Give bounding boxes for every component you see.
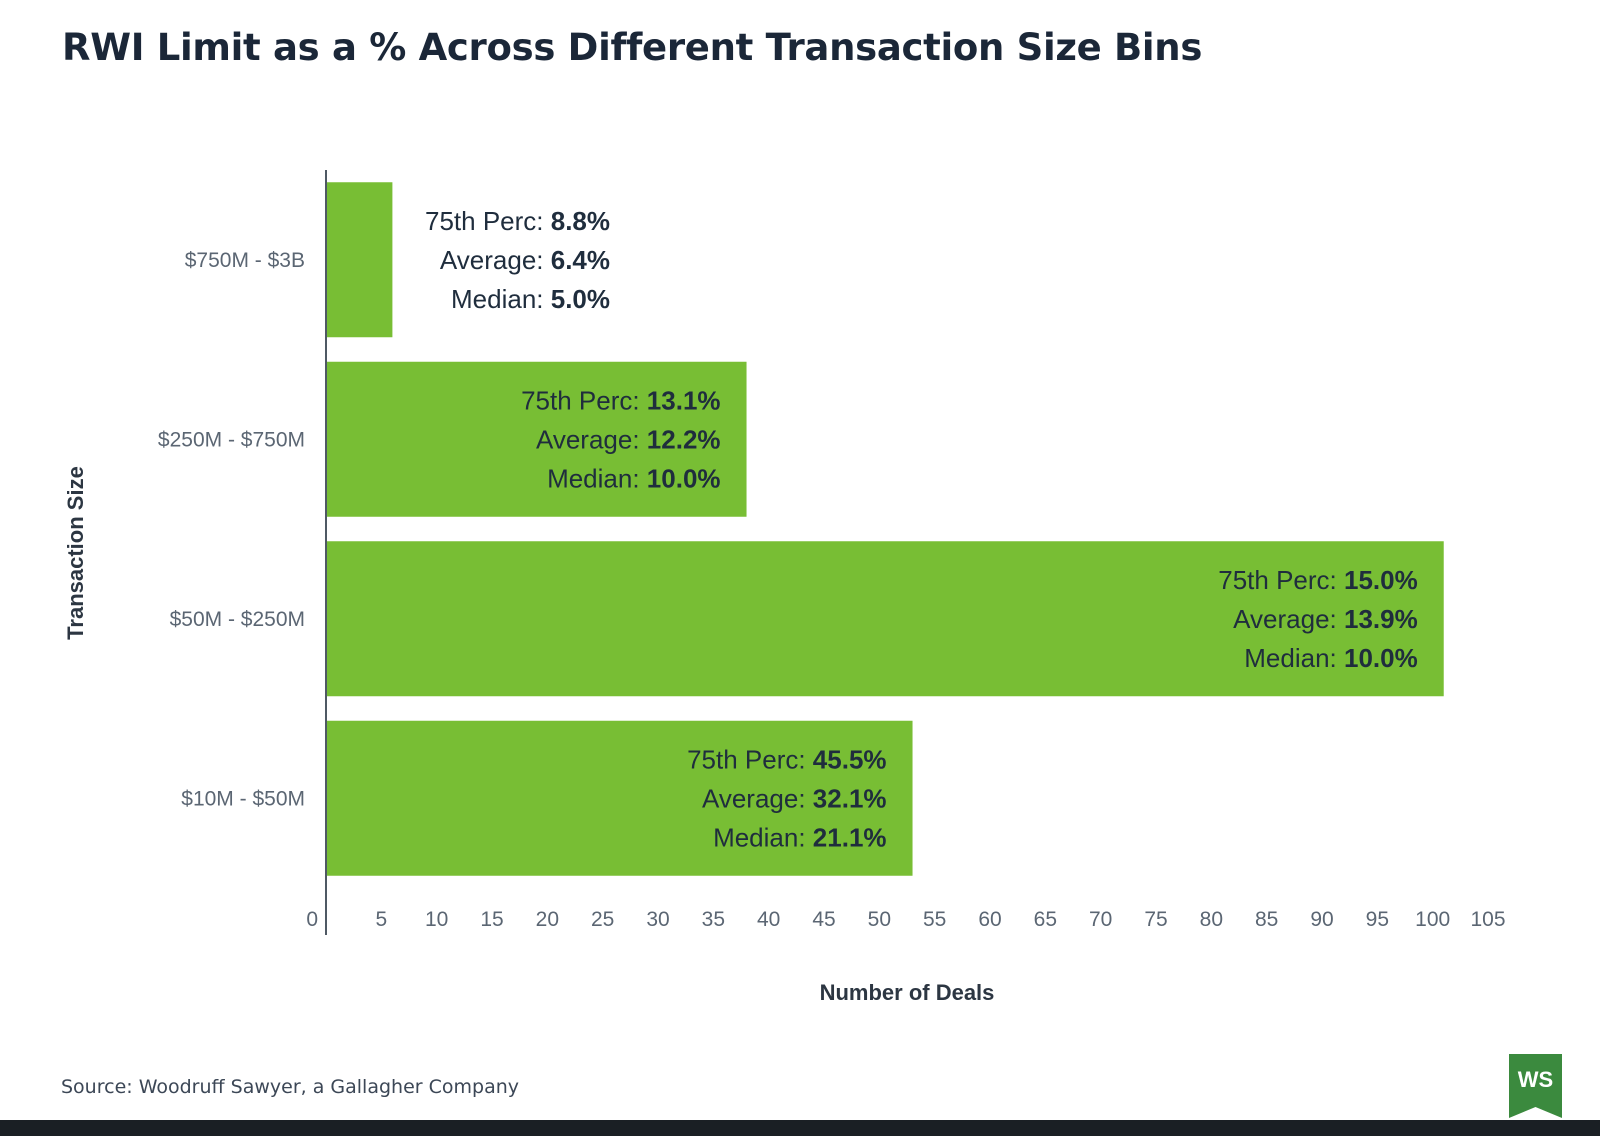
bar [326, 182, 393, 338]
annotation-perc75-value: 15.0% [1344, 565, 1418, 595]
y-axis-title: Transaction Size [63, 466, 88, 640]
annotation-average-value: 13.9% [1344, 604, 1418, 634]
annotation-average: Average: 6.4% [440, 245, 610, 275]
x-tick-label: 45 [812, 908, 835, 931]
annotation-average-label: Average: [702, 783, 813, 813]
x-tick-label: 100 [1415, 908, 1450, 931]
annotation-perc75: 75th Perc: 13.1% [521, 385, 720, 415]
annotation-median-value: 10.0% [1344, 643, 1418, 673]
x-tick-label: 0 [306, 908, 318, 931]
annotation-average: Average: 13.9% [1233, 604, 1418, 634]
annotation-median-label: Median: [713, 822, 813, 852]
annotation-median-value: 10.0% [647, 463, 721, 493]
annotation-perc75-value: 45.5% [813, 744, 887, 774]
annotation-average-value: 32.1% [813, 783, 887, 813]
bar [326, 361, 747, 517]
x-tick-label: 30 [646, 908, 669, 931]
annotation-median-label: Median: [1244, 643, 1344, 673]
x-axis-title: Number of Deals [820, 980, 995, 1005]
annotation-average-label: Average: [440, 245, 551, 275]
annotation-median-value: 21.1% [813, 822, 887, 852]
category-label: $250M - $750M [158, 428, 305, 451]
annotation-perc75-label: 75th Perc: [521, 385, 647, 415]
x-tick-label: 65 [1034, 908, 1057, 931]
x-tick-label: 50 [868, 908, 891, 931]
annotation-median-label: Median: [451, 284, 551, 314]
category-label: $50M - $250M [170, 608, 305, 631]
x-tick-label: 15 [480, 908, 503, 931]
x-tick-label: 25 [591, 908, 614, 931]
annotation-median: Median: 10.0% [1244, 643, 1417, 673]
annotation-perc75: 75th Perc: 15.0% [1218, 565, 1417, 595]
x-tick-label: 5 [375, 908, 387, 931]
annotation-average-label: Average: [536, 424, 647, 454]
category-label: $10M - $50M [181, 787, 305, 810]
annotation-perc75: 75th Perc: 8.8% [425, 206, 610, 236]
x-tick-label: 55 [923, 908, 946, 931]
annotation-perc75-label: 75th Perc: [1218, 565, 1344, 595]
annotation-perc75-label: 75th Perc: [425, 206, 551, 236]
x-tick-label: 35 [702, 908, 725, 931]
annotation-average-label: Average: [1233, 604, 1344, 634]
x-tick-label: 10 [425, 908, 448, 931]
x-tick-label: 80 [1200, 908, 1223, 931]
annotation-perc75-value: 13.1% [647, 385, 721, 415]
logo-text: WS [1518, 1067, 1553, 1092]
footer-band [0, 1120, 1600, 1136]
ws-logo: WS [1509, 1054, 1562, 1118]
annotation-average: Average: 12.2% [536, 424, 721, 454]
x-tick-label: 95 [1366, 908, 1389, 931]
annotation-average: Average: 32.1% [702, 783, 887, 813]
x-tick-label: 105 [1470, 908, 1505, 931]
annotation-median: Median: 5.0% [451, 284, 610, 314]
x-tick-label: 90 [1310, 908, 1333, 931]
bar [326, 541, 1444, 697]
x-tick-label: 75 [1144, 908, 1167, 931]
x-tick-label: 40 [757, 908, 780, 931]
annotation-average-value: 12.2% [647, 424, 721, 454]
annotation-median: Median: 10.0% [547, 463, 720, 493]
chart-title: RWI Limit as a % Across Different Transa… [62, 26, 1203, 69]
annotation-median: Median: 21.1% [713, 822, 886, 852]
annotation-average-value: 6.4% [551, 245, 610, 275]
x-tick-label: 60 [978, 908, 1001, 931]
annotation-perc75: 75th Perc: 45.5% [687, 744, 886, 774]
category-label: $750M - $3B [185, 249, 305, 272]
source-note: Source: Woodruff Sawyer, a Gallagher Com… [61, 1076, 520, 1098]
annotation-perc75-value: 8.8% [551, 206, 610, 236]
x-tick-label: 85 [1255, 908, 1278, 931]
bar [326, 720, 913, 876]
annotation-median-value: 5.0% [551, 284, 610, 314]
x-tick-label: 70 [1089, 908, 1112, 931]
annotation-median-label: Median: [547, 463, 647, 493]
x-tick-label: 20 [536, 908, 559, 931]
annotation-perc75-label: 75th Perc: [687, 744, 813, 774]
